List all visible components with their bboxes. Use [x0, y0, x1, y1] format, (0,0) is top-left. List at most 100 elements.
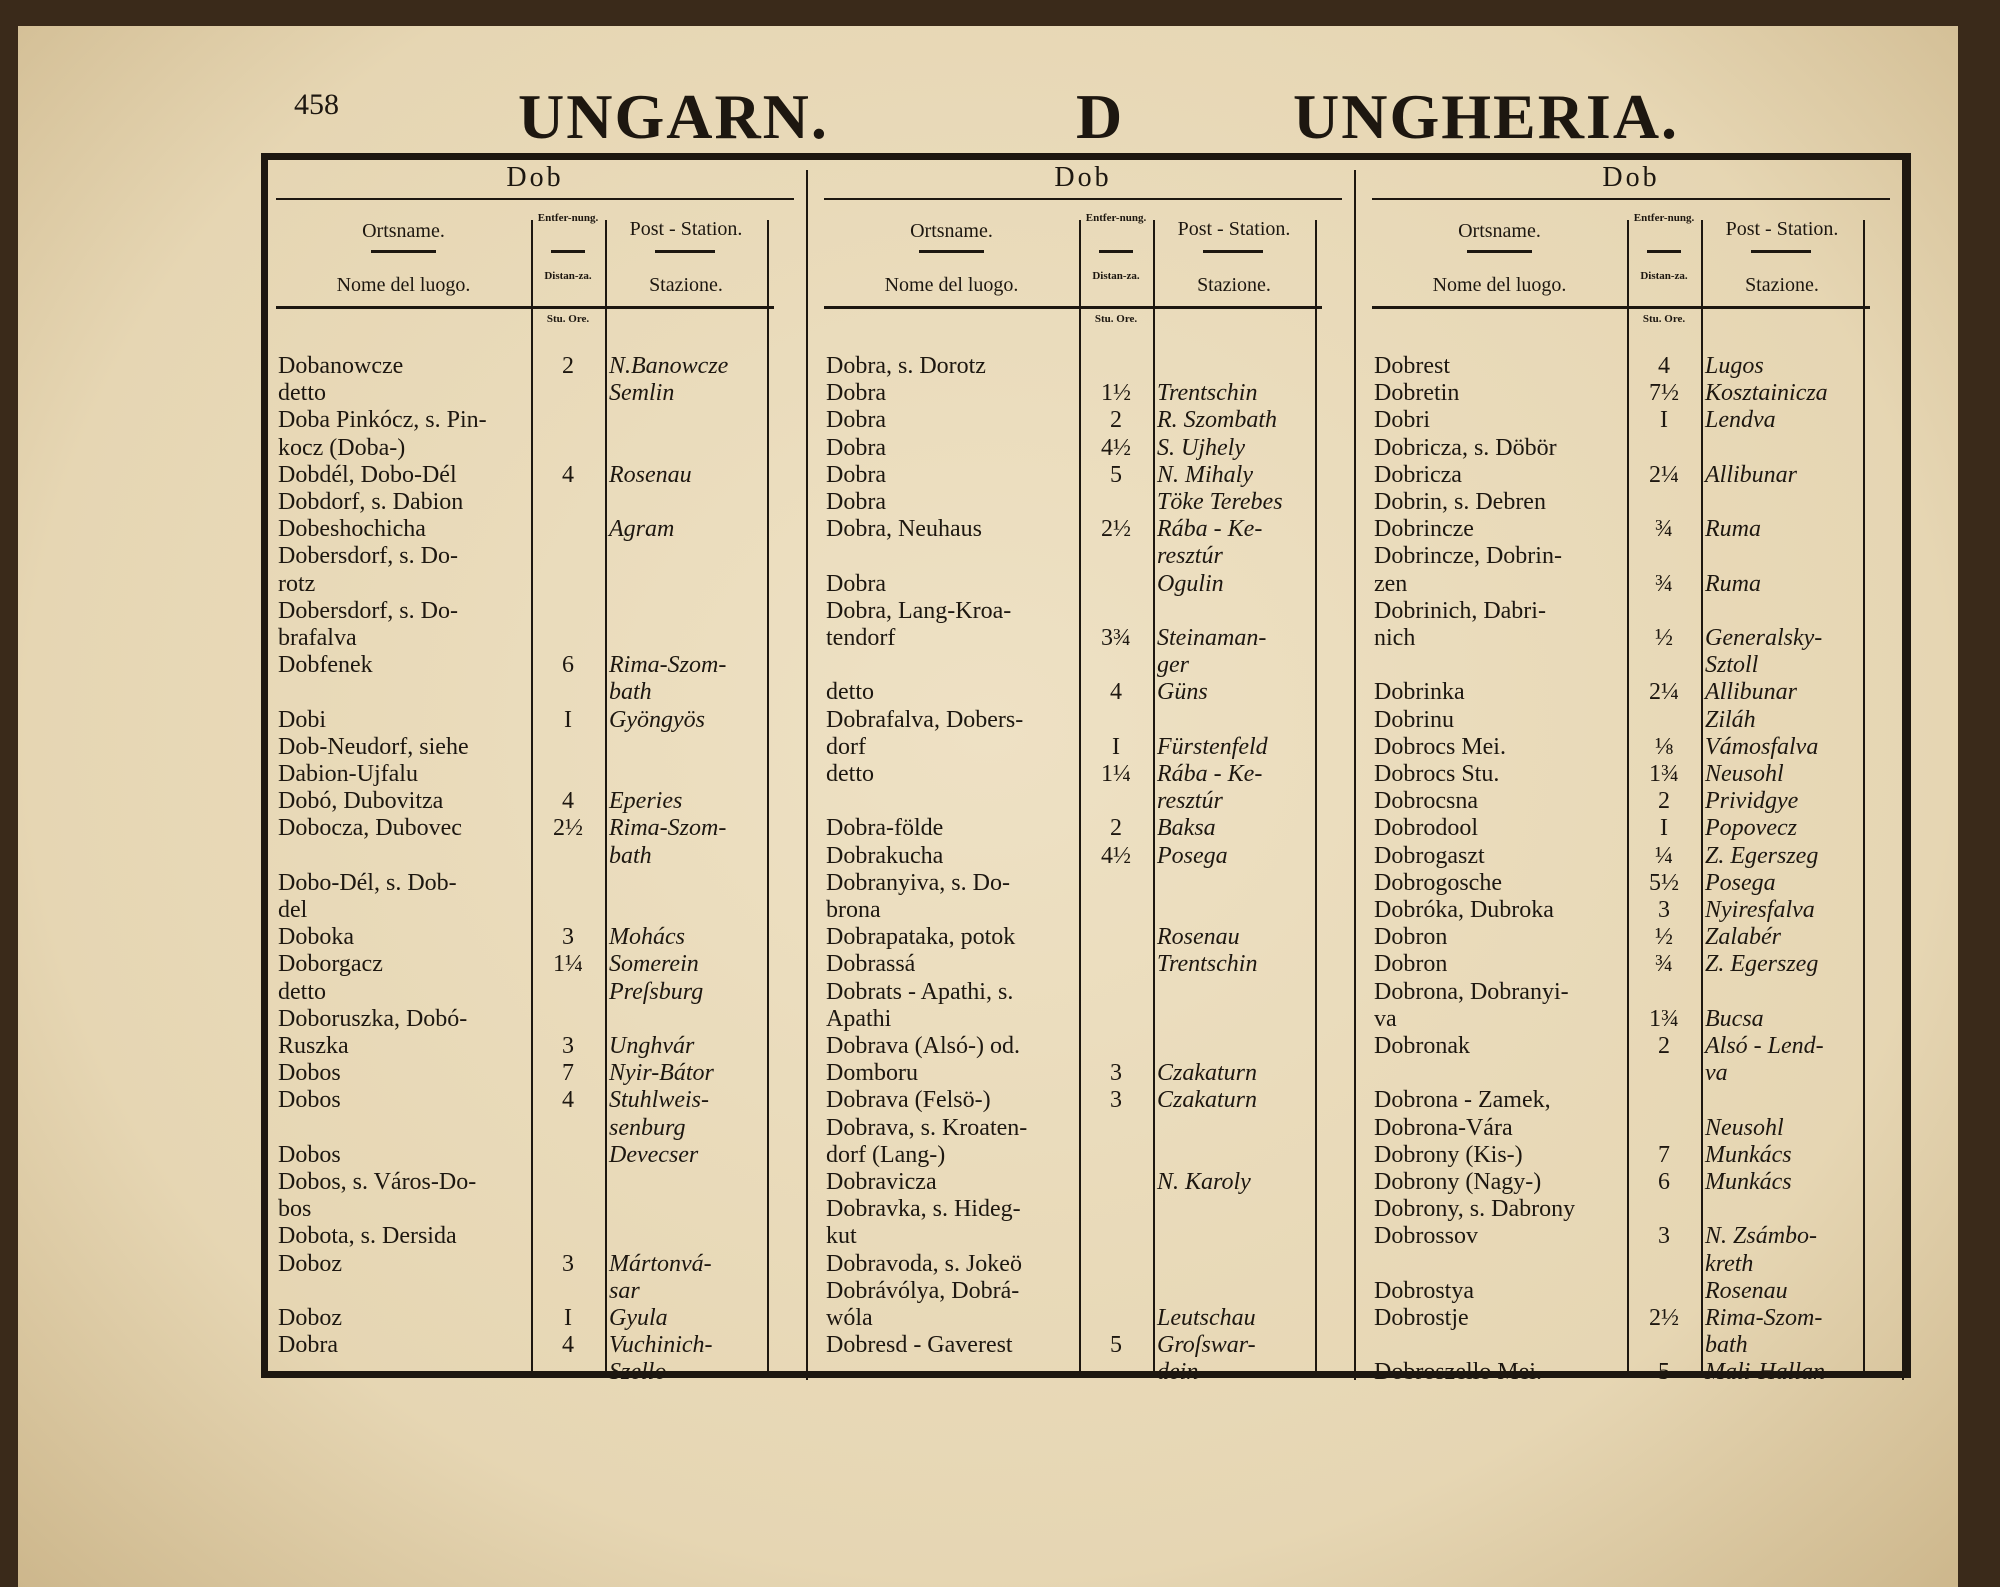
distance: 2: [1110, 815, 1122, 842]
station: Mártonvá-: [609, 1250, 712, 1277]
place-name: Dobrats - Apathi, s.: [826, 978, 1014, 1005]
station: Allibunar: [1705, 679, 1798, 706]
place-name: Dobrest: [1374, 353, 1450, 379]
place-name: Dobrona, Dobranyi-: [1374, 978, 1569, 1005]
rule: [1902, 170, 1904, 1380]
station: Ziláh: [1705, 706, 1756, 733]
place-name: Dobróka, Dubroka: [1374, 897, 1554, 923]
place-name: Domboru: [826, 1060, 918, 1087]
header-name-it: Nome del luogo.: [1432, 274, 1567, 296]
station: Mali-Hallan: [1705, 1359, 1825, 1386]
rule: [276, 306, 774, 309]
place-name: Dobos: [278, 1087, 341, 1114]
header-distance-it: Distan-za.: [1640, 270, 1688, 282]
station: Bucsa: [1705, 1005, 1764, 1032]
header-unit: Stu. Ore.: [1094, 313, 1138, 325]
station: Nyiresfalva: [1705, 897, 1815, 923]
place-name: Dobos: [278, 1060, 341, 1087]
place-name: Dobrassá: [826, 951, 916, 978]
station: Fürstenfeld: [1157, 733, 1268, 760]
distance: 2: [1658, 788, 1670, 815]
place-name: Dobrávólya, Dobrá-: [826, 1277, 1020, 1304]
station: Ruma: [1705, 516, 1761, 543]
place-name: Dobrocsna: [1374, 788, 1478, 815]
header-distance-it: Distan-za.: [1092, 270, 1140, 282]
distance: ½: [1655, 625, 1673, 651]
distance: 4½: [1101, 434, 1131, 461]
rule: [1099, 250, 1133, 253]
place-name: Dobdél, Dobo-Dél: [278, 461, 457, 488]
distance: 2¼: [1649, 679, 1679, 706]
place-name: Dobo-Dél, s. Dob-: [278, 869, 457, 896]
station: Semlin: [609, 380, 675, 407]
rule: [824, 306, 1322, 309]
station: Zalabér: [1705, 924, 1782, 951]
station: S. Ujhely: [1157, 434, 1245, 461]
header-name-it: Nome del luogo.: [884, 274, 1019, 296]
distance: 2: [1110, 407, 1122, 434]
distance: 6: [562, 652, 574, 679]
distance: 3: [1110, 1060, 1122, 1087]
distance: 2½: [1649, 1305, 1679, 1331]
station: Vámosfalva: [1705, 733, 1819, 760]
place-name: Dobó, Dubovitza: [278, 788, 444, 815]
place-name: Dobra: [826, 380, 886, 407]
title-left: UNGARN.: [518, 81, 829, 152]
station: Rima-Szom-: [609, 815, 727, 842]
distance: ¾: [1655, 516, 1673, 543]
rule: [1372, 306, 1870, 309]
place-name: tendorf: [826, 625, 896, 651]
distance: I: [1660, 407, 1668, 434]
header-distance-de: Entfer-nung.: [1085, 212, 1147, 224]
place-name: Dobravoda, s. Jokeö: [826, 1250, 1022, 1277]
station: senburg: [609, 1114, 686, 1141]
place-name: Dobersdorf, s. Do-: [278, 597, 458, 624]
station: Mohács: [609, 924, 685, 951]
station: Ruma: [1705, 570, 1761, 597]
place-name: Dabion-Ujfalu: [278, 761, 418, 787]
distance: 1¾: [1649, 761, 1679, 787]
header-unit: Stu. Ore.: [1642, 313, 1686, 325]
rule: [1203, 250, 1263, 253]
distance: 4: [562, 461, 574, 488]
rule: [551, 250, 585, 253]
place-name: Dobrona - Zamek,: [1374, 1087, 1551, 1114]
station: Rima-Szom-: [609, 652, 727, 679]
distance: ¾: [1655, 951, 1673, 978]
distance: ⅛: [1655, 733, 1673, 760]
station: bath: [1705, 1332, 1748, 1359]
place-name: Dobrona-Vára: [1374, 1114, 1513, 1141]
distance: I: [1660, 815, 1668, 842]
station: Alsó - Lend-: [1705, 1033, 1824, 1059]
distance: 7½: [1649, 380, 1679, 407]
header-station-it: Stazione.: [649, 274, 723, 296]
station: resztúr: [1157, 543, 1223, 570]
distance: 7: [562, 1060, 574, 1087]
place-name: kocz (Doba-): [278, 434, 406, 461]
rule: [1153, 220, 1155, 1378]
place-name: Dobrostya: [1374, 1277, 1474, 1304]
page: 458 UNGARN. D UNGHERIA. Dob Ortsname. Nome…: [18, 26, 1958, 1587]
rule: [371, 250, 436, 253]
place-name: Dobrogaszt: [1374, 842, 1485, 869]
place-name: detto: [826, 679, 874, 706]
place-name: Dobrossov: [1374, 1223, 1479, 1250]
distance: 6: [1658, 1169, 1670, 1195]
place-name: Dobrocs Mei.: [1374, 733, 1506, 760]
place-name: Dobrony, s. Dabrony: [1374, 1196, 1576, 1223]
station: Czakaturn: [1157, 1060, 1258, 1087]
place-name: zen: [1374, 570, 1408, 597]
station: Eperies: [609, 788, 683, 815]
station: Stuhlweis-: [609, 1087, 709, 1114]
station: ger: [1157, 652, 1189, 679]
place-name: Dobravicza: [826, 1169, 937, 1195]
station: Somerein: [609, 951, 699, 978]
distance: 7: [1658, 1141, 1670, 1168]
station: bath: [609, 679, 652, 706]
station: Kosztainicza: [1705, 380, 1828, 407]
station: Munkács: [1705, 1141, 1792, 1168]
station: N. Mihaly: [1157, 461, 1253, 488]
section-heading: Dob: [506, 162, 564, 193]
rule: [1751, 250, 1811, 253]
place-name: Doboz: [278, 1305, 342, 1331]
